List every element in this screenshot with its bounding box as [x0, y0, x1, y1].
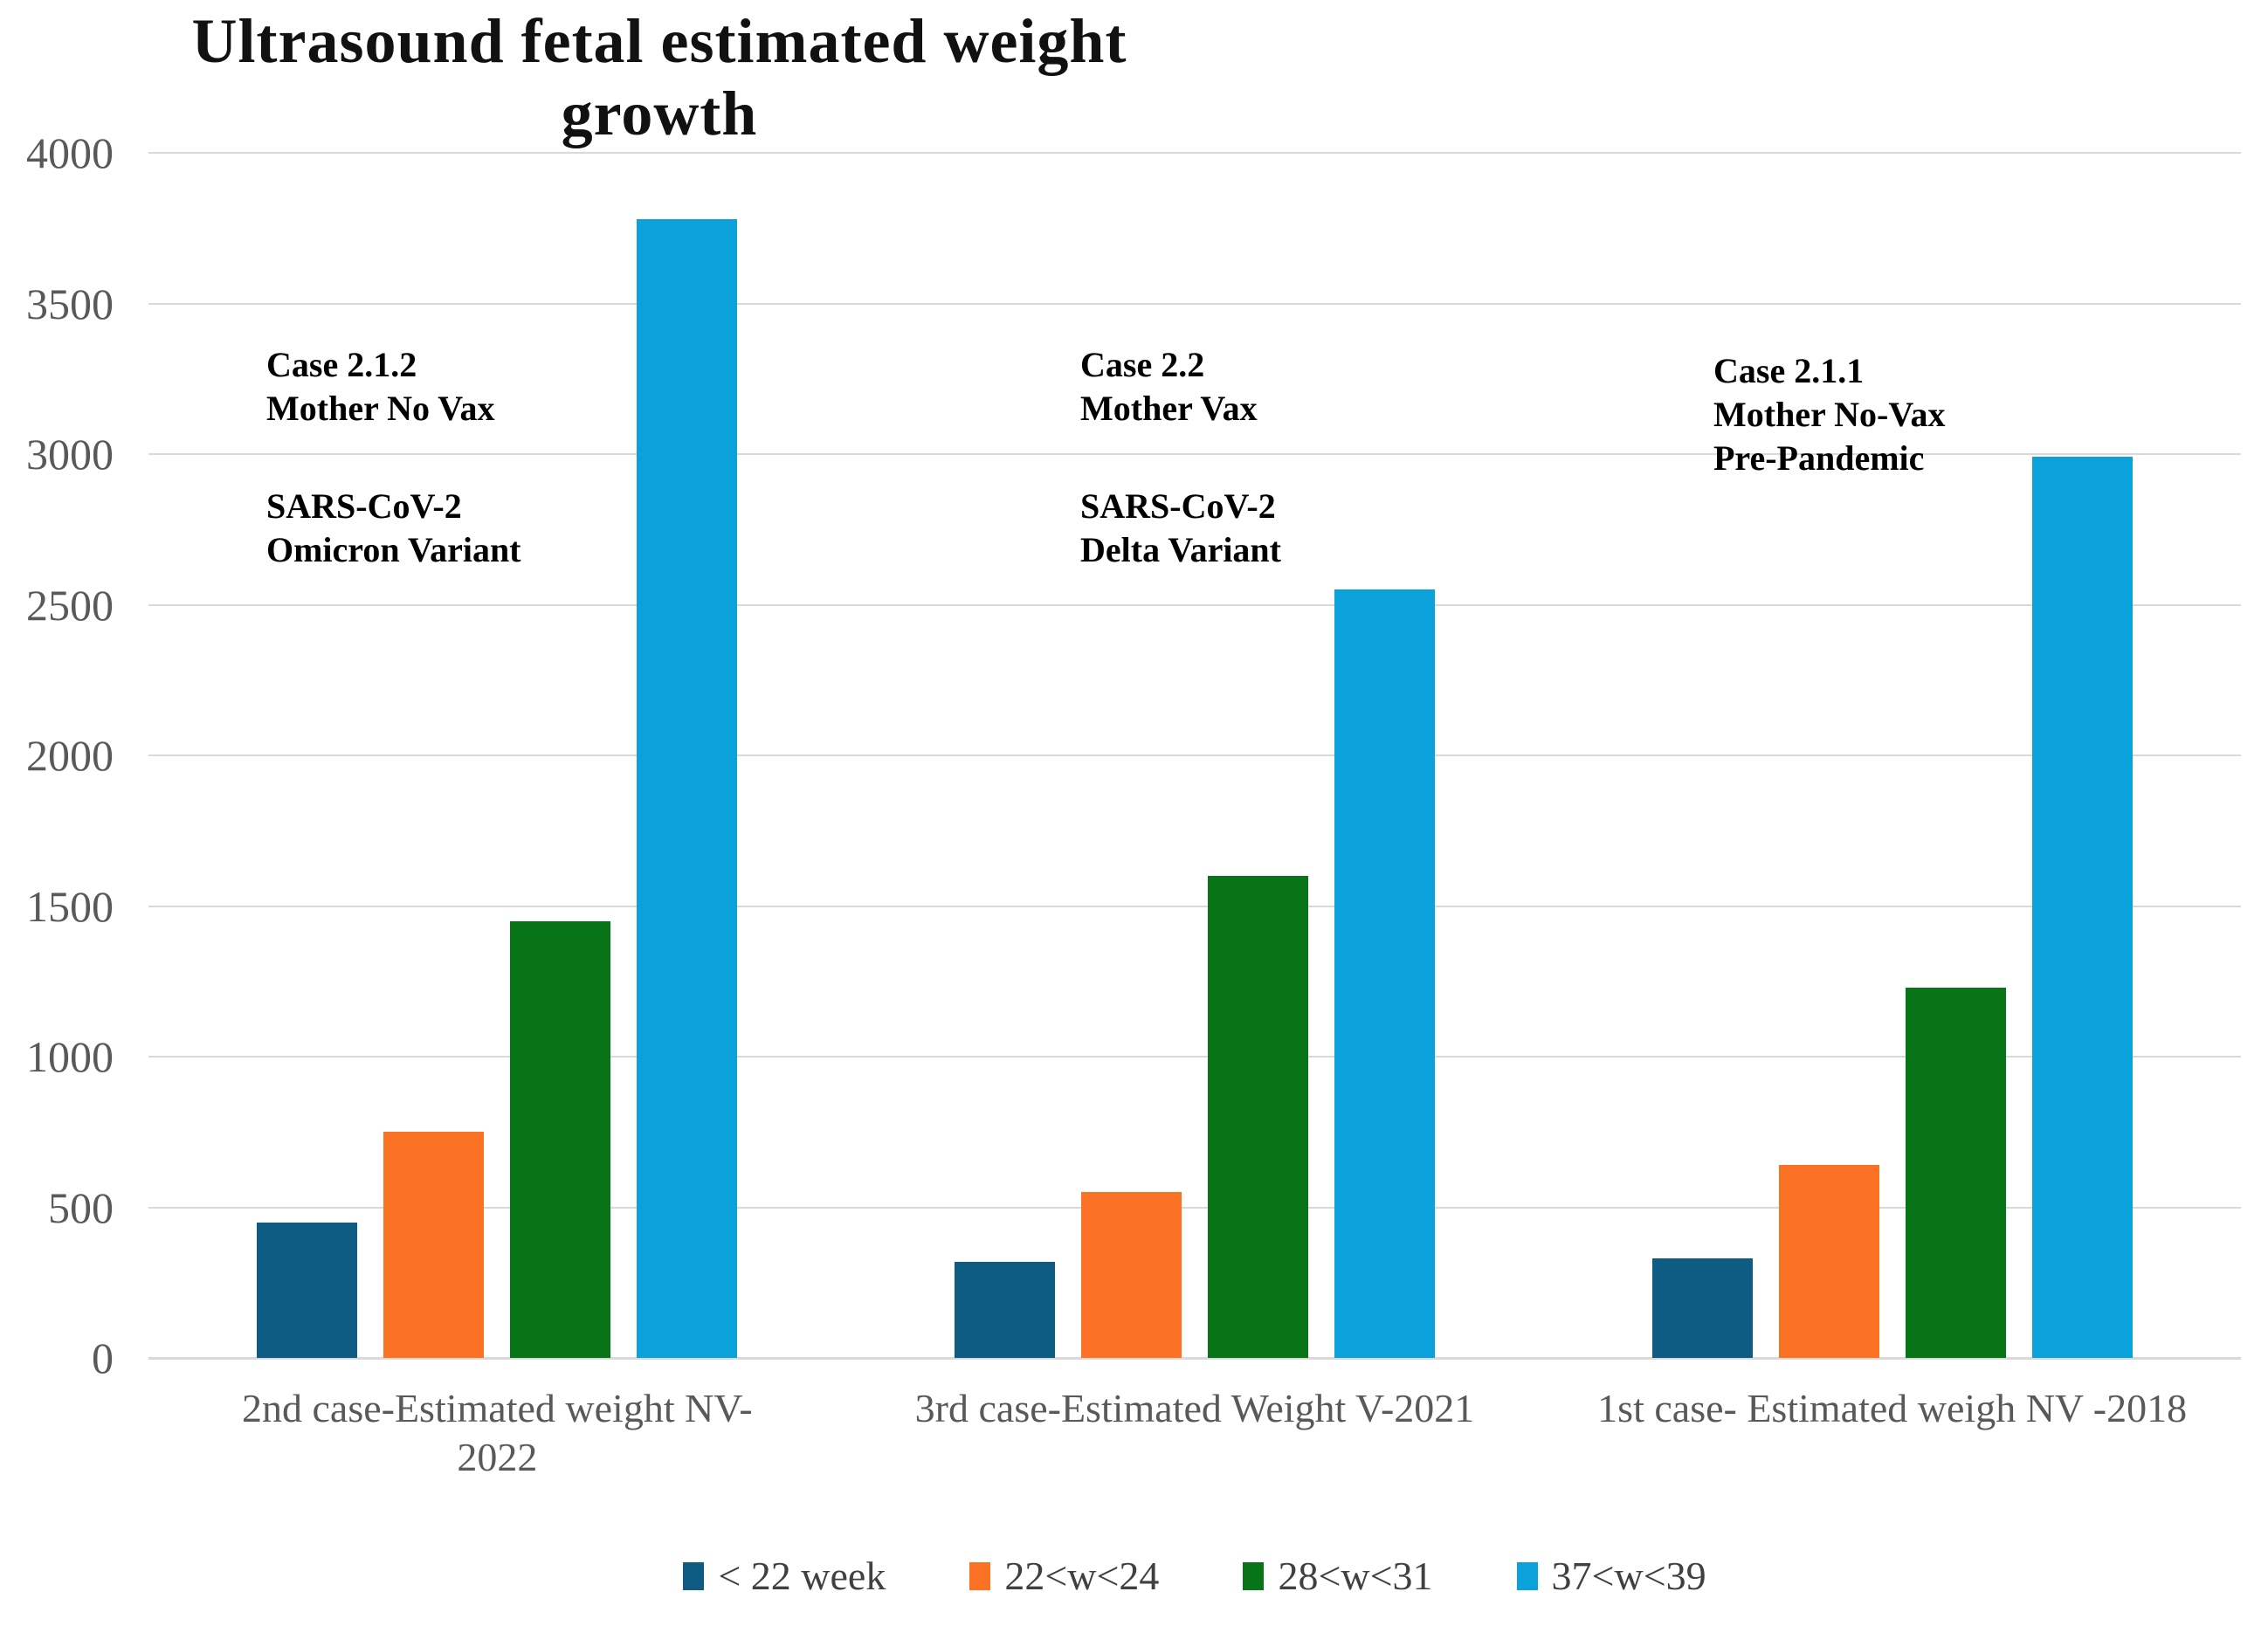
y-tick-label-3500: 3500: [26, 279, 114, 328]
legend-item-1: < 22 week: [683, 1553, 886, 1599]
y-tick-label-1500: 1500: [26, 881, 114, 931]
y-tick-label-1000: 1000: [26, 1032, 114, 1081]
legend-swatch-icon: [969, 1561, 991, 1590]
bar-group2-22-w-24: [1081, 1192, 1182, 1358]
legend-swatch-icon: [1516, 1561, 1538, 1590]
case-annotation-3: Case 2.1.1 Mother No-Vax Pre-Pandemic: [1713, 351, 1946, 478]
x-axis-label-2: 3rd case-Estimated Weight V-2021: [914, 1386, 1475, 1430]
bar-group1-28-w-31: [510, 920, 611, 1358]
legend-item-4: 37<w<39: [1516, 1553, 1706, 1599]
y-tick-label-0: 0: [92, 1333, 114, 1382]
bar-group3-28-w-31: [1905, 987, 2006, 1358]
chart-title: Ultrasound fetal estimated weight growth: [191, 6, 1127, 148]
y-tick-label-500: 500: [48, 1182, 114, 1232]
gridline-2000: [148, 754, 2241, 756]
bar-group1-22-w-24: [383, 1132, 485, 1358]
gridline-3000: [148, 453, 2241, 455]
legend-label: 37<w<39: [1551, 1554, 1706, 1598]
gridline-1000: [148, 1056, 2241, 1058]
gridline-4000: [148, 152, 2241, 154]
legend-label: 22<w<24: [1004, 1554, 1160, 1598]
legend-label: < 22 week: [718, 1554, 886, 1598]
gridline-2500: [148, 603, 2241, 606]
bar-group2--22-week: [955, 1261, 1055, 1358]
legend-swatch-icon: [1243, 1561, 1265, 1590]
y-tick-label-3000: 3000: [26, 430, 114, 479]
plot-area: [148, 152, 2241, 1360]
bar-group2-28-w-31: [1208, 876, 1308, 1358]
x-axis-label-1: 2nd case-Estimated weight NV- 2022: [241, 1386, 753, 1479]
case-annotation-1: Case 2.1.2 Mother No Vax SARS-CoV-2 Omicron…: [266, 345, 521, 569]
legend-item-2: 22<w<24: [969, 1553, 1159, 1599]
legend-item-3: 28<w<31: [1243, 1553, 1433, 1599]
bar-group3--22-week: [1651, 1258, 1753, 1358]
gridline-500: [148, 1206, 2241, 1209]
gridline-0: [148, 1357, 2241, 1360]
gridline-1500: [148, 905, 2241, 907]
case-annotation-2: Case 2.2 Mother Vax SARS-CoV-2 Delta Varian…: [1080, 345, 1281, 569]
legend-label: 28<w<31: [1278, 1554, 1433, 1598]
legend-swatch-icon: [683, 1561, 705, 1590]
gridline-3500: [148, 302, 2241, 305]
x-axis-label-3: 1st case- Estimated weigh NV -2018: [1597, 1386, 2188, 1430]
bar-group1--22-week: [257, 1222, 358, 1358]
bar-group3-37-w-39: [2031, 457, 2133, 1358]
bar-group3-22-w-24: [1778, 1165, 1879, 1358]
y-tick-label-2000: 2000: [26, 731, 114, 780]
bar-group1-37-w-39: [637, 218, 738, 1358]
y-tick-label-4000: 4000: [26, 128, 114, 177]
y-tick-label-2500: 2500: [26, 580, 114, 630]
bar-group2-37-w-39: [1334, 589, 1435, 1358]
legend: < 22 week 22<w<24 28<w<31 37<w<39: [148, 1553, 2241, 1599]
